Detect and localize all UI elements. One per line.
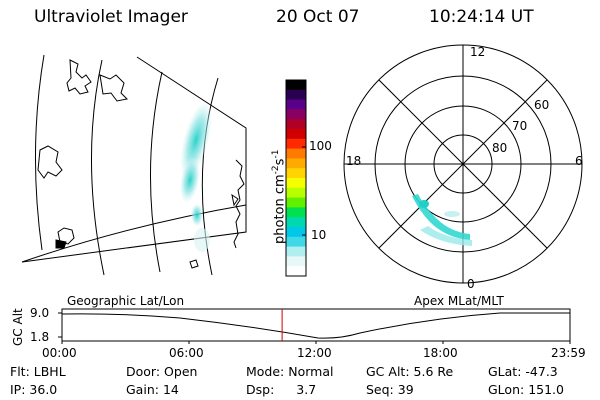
timeline-chart (58, 308, 571, 344)
xtick-2359: 23:59 (551, 346, 586, 360)
timeline-right-label: Apex MLat/MLT (414, 294, 504, 308)
status-seq: Seq: 39 (366, 382, 414, 397)
lat-label-70: 70 (512, 119, 528, 133)
map-frame (21, 56, 247, 263)
colorbar-segment (286, 148, 306, 159)
mlt-label-12: 12 (470, 45, 486, 59)
colorbar-segment (286, 227, 306, 238)
polar-axis (378, 79, 548, 249)
colorbar-segment (286, 178, 306, 189)
coastline (66, 59, 92, 95)
coastline (99, 74, 129, 102)
colorbar-segment (286, 109, 306, 120)
xtick-0600: 06:00 (169, 346, 204, 360)
coastline (37, 145, 63, 179)
mlt-label-6: 6 (575, 154, 583, 168)
timeline-y-title: GC Alt (11, 308, 25, 346)
status-ip: IP: 36.0 (10, 382, 58, 397)
aurora-emission (194, 228, 210, 252)
colorbar-segment (286, 217, 306, 228)
meridian-line (149, 71, 163, 273)
colorbar-label-100: 100 (309, 139, 332, 153)
colorbar-segment (286, 207, 306, 218)
colorbar-segment (286, 236, 306, 248)
colorbar-segment (286, 119, 306, 130)
lat-label-80: 80 (492, 141, 508, 155)
colorbar (285, 79, 307, 277)
colorbar-segment (286, 187, 306, 199)
aurora-oval (412, 194, 470, 240)
colorbar-segment (286, 246, 306, 257)
status-dsp: Dsp: 3.7 (246, 382, 317, 397)
status-glat: GLat: -47.3 (488, 364, 558, 379)
aurora-emission (180, 103, 212, 177)
aurora-emission (444, 211, 460, 217)
coastline (55, 239, 67, 249)
aurora-oval (420, 226, 472, 246)
polar-plot (343, 44, 583, 284)
ytick-9: 9.0 (30, 306, 50, 320)
colorbar-label-10: 10 (311, 228, 327, 242)
meridian-line (90, 59, 105, 276)
coastline (233, 159, 245, 249)
altitude-curve (61, 312, 570, 339)
status-gc-alt: GC Alt: 5.6 Re (366, 364, 454, 379)
xtick-1200: 12:00 (297, 346, 332, 360)
lat-label-60: 60 (534, 98, 550, 112)
xtick-0000: 00:00 (42, 346, 77, 360)
aurora-emission (419, 200, 429, 208)
colorbar-segment (286, 266, 306, 277)
status-glon: GLon: 151.0 (488, 382, 564, 397)
colorbar-segment (286, 129, 306, 140)
status-filter: Flt: LBHL (10, 364, 66, 379)
status-gain: Gain: 14 (126, 382, 179, 397)
colorbar-unit: photon cm-2s-1 (271, 149, 288, 244)
colorbar-segment (286, 256, 306, 267)
mlt-label-0: 0 (467, 277, 475, 291)
mlt-label-18: 18 (346, 154, 362, 168)
parallel-line (21, 204, 247, 263)
meridian-line (34, 54, 45, 251)
colorbar-segment (286, 168, 306, 179)
instrument-title: Ultraviolet Imager (34, 7, 188, 27)
status-door: Door: Open (126, 364, 198, 379)
aurora-emission (180, 158, 200, 202)
ytick-1-8: 1.8 (30, 330, 50, 344)
coastline (189, 259, 199, 269)
coastline (231, 193, 239, 207)
timeline-left-label: Geographic Lat/Lon (67, 294, 185, 308)
observation-time: 10:24:14 UT (429, 7, 534, 27)
observation-date: 20 Oct 07 (276, 7, 360, 27)
colorbar-segment (286, 99, 306, 110)
colorbar-segment (286, 138, 306, 150)
colorbar-segment (286, 158, 306, 169)
colorbar-segment (286, 89, 306, 101)
colorbar-segment (286, 197, 306, 208)
colorbar-frame (285, 79, 307, 277)
xtick-1800: 18:00 (423, 346, 458, 360)
status-mode: Mode: Normal (246, 364, 334, 379)
colorbar-segment (286, 80, 306, 91)
aurora-emission (191, 204, 203, 226)
meridian-line (201, 77, 219, 276)
